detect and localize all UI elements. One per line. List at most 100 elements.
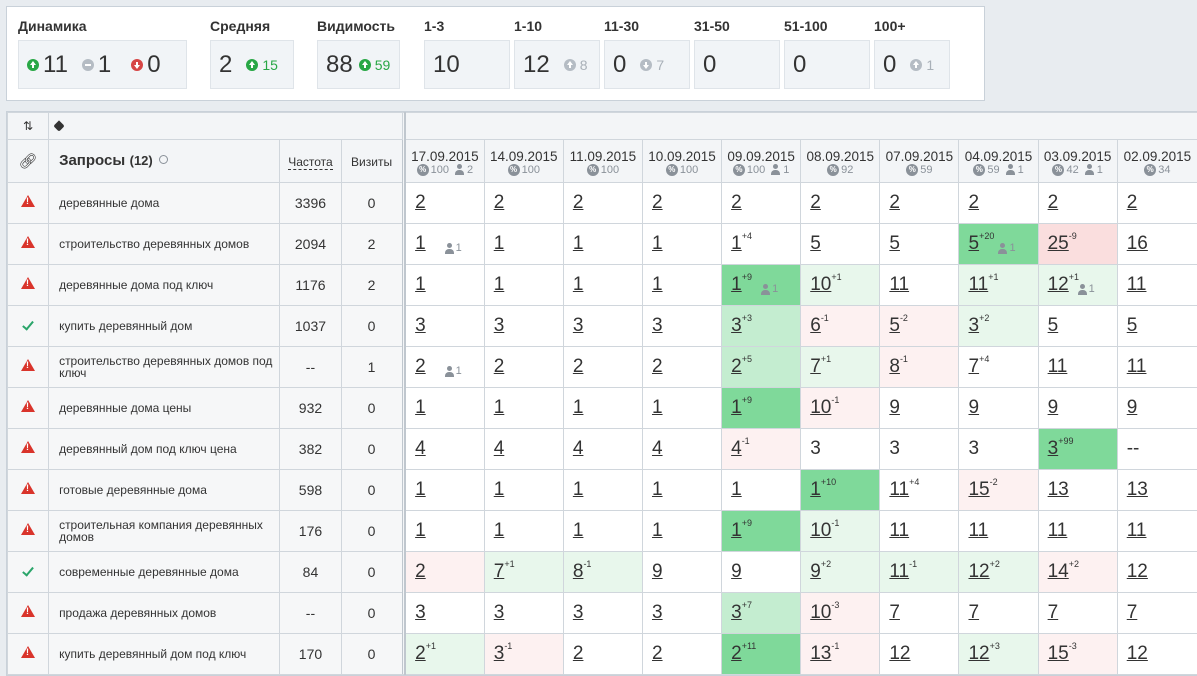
tag-filter[interactable] [48, 112, 403, 140]
position-cell[interactable]: 4 [641, 428, 723, 470]
position-cell[interactable]: 2+5 [721, 346, 802, 388]
date-header[interactable]: 11.09.2015% 100 [562, 139, 643, 183]
query-text[interactable]: готовые деревянные дома [48, 469, 281, 511]
position-cell[interactable]: 1 [721, 469, 802, 511]
position-cell[interactable]: 3+3 [721, 305, 802, 347]
position-cell[interactable]: 12+1 1 [1037, 264, 1118, 306]
position-cell[interactable]: 1 [562, 469, 643, 511]
position-cell[interactable]: 1 [483, 223, 564, 265]
position-cell[interactable]: 3+99 [1037, 428, 1118, 470]
position-cell[interactable]: 3 [483, 305, 564, 347]
position-cell[interactable]: 16 [1116, 223, 1197, 265]
position-cell[interactable]: 14+2 [1037, 551, 1118, 593]
position-cell[interactable]: 2 [562, 346, 643, 388]
position-cell[interactable]: 9 [1037, 387, 1118, 429]
position-cell[interactable]: 1 [562, 264, 643, 306]
position-cell[interactable]: 2 [483, 182, 564, 224]
position-cell[interactable]: 12+2 [958, 551, 1039, 593]
position-cell[interactable]: 2 [641, 346, 723, 388]
date-header[interactable]: 09.09.2015% 100 1 [721, 139, 802, 183]
position-cell[interactable]: 4 [562, 428, 643, 470]
query-text[interactable]: деревянные дома под ключ [48, 264, 281, 306]
queries-header[interactable]: Запросы (12) [48, 139, 281, 183]
position-cell[interactable]: 7+1 [483, 551, 564, 593]
position-cell[interactable]: 1 [404, 469, 485, 511]
position-cell[interactable]: 7 [1116, 592, 1197, 634]
position-cell[interactable]: 3 [800, 428, 881, 470]
position-cell[interactable]: 1 [562, 223, 643, 265]
position-cell[interactable]: 11 [1116, 264, 1197, 306]
position-cell[interactable]: 11 [879, 510, 960, 552]
position-cell[interactable]: 3+2 [958, 305, 1039, 347]
position-cell[interactable]: 10-1 [800, 387, 881, 429]
date-header[interactable]: 08.09.2015% 92 [800, 139, 881, 183]
position-cell[interactable]: 11 [1116, 346, 1197, 388]
position-cell[interactable]: 25-9 [1037, 223, 1118, 265]
position-cell[interactable]: 5 [1037, 305, 1118, 347]
position-cell[interactable]: 1 [483, 510, 564, 552]
query-text[interactable]: современные деревянные дома [48, 551, 281, 593]
position-cell[interactable]: 10+1 [800, 264, 881, 306]
position-cell[interactable]: 4 [483, 428, 564, 470]
position-cell[interactable]: 1 [562, 510, 643, 552]
position-cell[interactable]: 5 [1116, 305, 1197, 347]
position-cell[interactable]: 3-1 [483, 633, 564, 675]
position-cell[interactable]: 7+4 [958, 346, 1039, 388]
position-cell[interactable]: 2 [404, 182, 485, 224]
date-header[interactable]: 04.09.2015% 59 1 [958, 139, 1039, 183]
position-cell[interactable]: 3+7 [721, 592, 802, 634]
position-cell[interactable]: 3 [958, 428, 1039, 470]
position-cell[interactable]: 2 [562, 182, 643, 224]
position-cell[interactable]: 1+4 [721, 223, 802, 265]
position-cell[interactable]: 9+2 [800, 551, 881, 593]
query-text[interactable]: деревянные дома [48, 182, 281, 224]
position-cell[interactable]: 2 [721, 182, 802, 224]
position-cell[interactable]: 12 [1116, 633, 1197, 675]
sort-toggle[interactable]: ⇅ [6, 112, 50, 140]
position-cell[interactable]: 9 [879, 387, 960, 429]
search-icon[interactable] [159, 155, 169, 164]
position-cell[interactable]: 1 [483, 469, 564, 511]
position-cell[interactable]: 8-1 [562, 551, 643, 593]
visits-header[interactable]: Визиты [340, 139, 403, 183]
position-cell[interactable]: 2 [1037, 182, 1118, 224]
position-cell[interactable]: 6-1 [800, 305, 881, 347]
position-cell[interactable]: 1 [641, 264, 723, 306]
position-cell[interactable]: 2 [641, 633, 723, 675]
position-cell[interactable]: 1 [641, 387, 723, 429]
position-cell[interactable]: 3 [404, 592, 485, 634]
query-text[interactable]: купить деревянный дом [48, 305, 281, 347]
position-cell[interactable]: 11 [958, 510, 1039, 552]
position-cell[interactable]: 3 [483, 592, 564, 634]
date-header[interactable]: 02.09.2015% 34 [1116, 139, 1197, 183]
position-cell[interactable]: 1 [641, 223, 723, 265]
query-text[interactable]: строительство деревянных домов [48, 223, 281, 265]
position-cell[interactable]: 9 [721, 551, 802, 593]
position-cell[interactable]: 2 [641, 182, 723, 224]
date-header[interactable]: 10.09.2015% 100 [641, 139, 723, 183]
position-cell[interactable]: 15-2 [958, 469, 1039, 511]
position-cell[interactable]: 9 [958, 387, 1039, 429]
position-cell[interactable]: 5+20 1 [958, 223, 1039, 265]
position-cell[interactable]: 11 [879, 264, 960, 306]
position-cell[interactable]: 12 [1116, 551, 1197, 593]
position-cell[interactable]: 1 [483, 387, 564, 429]
freq-header[interactable]: Частота [279, 139, 342, 183]
position-cell[interactable]: 2 [404, 551, 485, 593]
position-cell[interactable]: 3 [641, 305, 723, 347]
position-cell[interactable]: 5 [800, 223, 881, 265]
position-cell[interactable]: 2+1 [404, 633, 485, 675]
date-header[interactable]: 03.09.2015% 42 1 [1037, 139, 1118, 183]
position-cell[interactable]: 13-1 [800, 633, 881, 675]
position-cell[interactable]: 4-1 [721, 428, 802, 470]
position-cell[interactable]: 3 [562, 305, 643, 347]
position-cell[interactable]: 13 [1116, 469, 1197, 511]
position-cell[interactable]: 3 [879, 428, 960, 470]
position-cell[interactable]: 1+9 [721, 510, 802, 552]
position-cell[interactable]: 12 [879, 633, 960, 675]
position-cell[interactable]: 12+3 [958, 633, 1039, 675]
position-cell[interactable]: 1+9 [721, 387, 802, 429]
position-cell[interactable]: 9 [1116, 387, 1197, 429]
